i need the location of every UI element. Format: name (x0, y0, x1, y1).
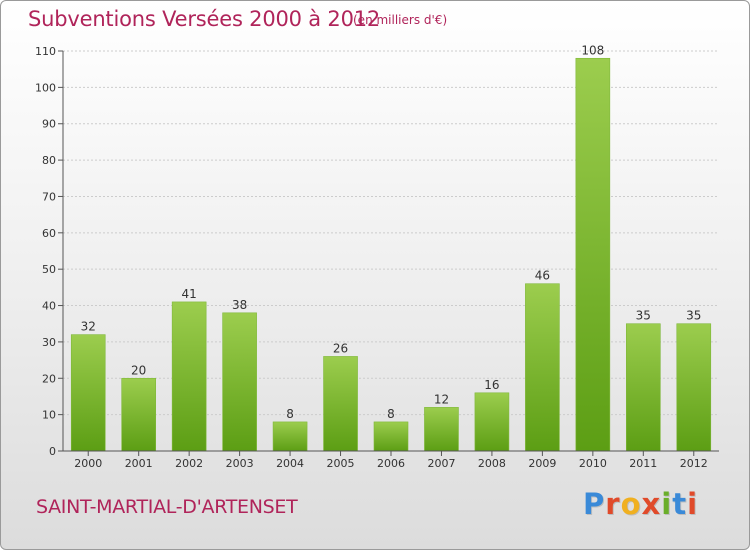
bar-2001 (121, 377, 156, 452)
x-tick-label-2009: 2009 (528, 457, 556, 470)
logo-letter: t (672, 487, 688, 521)
data-label-2008: 16 (484, 378, 499, 392)
y-tick-label: 10 (42, 409, 56, 422)
x-tick-label-2011: 2011 (629, 457, 657, 470)
y-tick-label: 100 (35, 81, 56, 94)
data-label-2001: 20 (131, 363, 146, 377)
data-label-2002: 41 (182, 287, 197, 301)
grid-lines (63, 50, 719, 416)
x-tick-label-2012: 2012 (680, 457, 708, 470)
bar-2005 (323, 356, 358, 452)
y-tick-label: 40 (42, 300, 56, 313)
data-label-2009: 46 (535, 269, 550, 283)
x-tick-label-2003: 2003 (226, 457, 254, 470)
x-tick-label-2001: 2001 (125, 457, 153, 470)
data-label-2003: 38 (232, 298, 247, 312)
bar-2009 (525, 283, 560, 452)
x-tick-label-2010: 2010 (579, 457, 607, 470)
bar-2000 (70, 334, 106, 452)
x-tick-label-2008: 2008 (478, 457, 506, 470)
bar-2010 (575, 57, 611, 452)
x-tick-label-2006: 2006 (377, 457, 405, 470)
y-tick-label: 110 (35, 45, 56, 58)
x-tick-label-2002: 2002 (175, 457, 203, 470)
proxiti-logo: Proxiti (583, 487, 698, 521)
data-label-2004: 8 (286, 407, 294, 421)
bar-2007 (424, 407, 459, 452)
bar-2012 (676, 323, 712, 452)
data-label-2012: 35 (686, 309, 701, 323)
y-tick-label: 20 (42, 372, 56, 385)
data-label-2005: 26 (333, 341, 348, 355)
data-label-2011: 35 (636, 309, 651, 323)
chart-title: Subventions Versées 2000 à 2012 (28, 7, 381, 31)
logo-letter: P (583, 487, 606, 521)
x-tick-label-2004: 2004 (276, 457, 304, 470)
logo-letter: x (641, 487, 662, 521)
unit-label: (en milliers d'€) (353, 13, 448, 27)
x-tick-label-2005: 2005 (327, 457, 355, 470)
y-tick-label: 60 (42, 227, 56, 240)
data-label-2006: 8 (387, 407, 395, 421)
axes (62, 51, 719, 452)
bar-2003 (222, 312, 257, 452)
x-tick-label-2000: 2000 (74, 457, 102, 470)
y-tick-label: 70 (42, 190, 56, 203)
logo-letter: i (661, 487, 673, 521)
logo-letter: o (620, 487, 642, 521)
bar-2002 (171, 301, 207, 452)
x-axis-ticks: 2000 2001 2002 2003 2004 2005 2006 2007 2008 2009… (74, 451, 708, 470)
bar-2008 (474, 392, 510, 452)
data-labels: 32 20 41 38 8 26 8 12 16 46 108 35 35 (81, 43, 702, 421)
y-tick-label: 80 (42, 154, 56, 167)
bar-2006 (373, 421, 409, 452)
bar-2011 (626, 323, 661, 452)
y-tick-label: 90 (42, 118, 56, 131)
city-name: SAINT-MARTIAL-D'ARTENSET (36, 496, 298, 518)
logo-letter: r (605, 487, 621, 521)
y-tick-label: 50 (42, 263, 56, 276)
data-label-2007: 12 (434, 392, 449, 406)
bar-2004 (272, 421, 308, 452)
data-label-2000: 32 (81, 320, 96, 334)
x-tick-label-2007: 2007 (427, 457, 455, 470)
bars (70, 57, 712, 452)
logo-letter: i (687, 487, 699, 521)
y-axis-ticks: 0 10 20 30 40 50 60 70 80 90 100 110 (35, 45, 63, 458)
y-tick-label: 0 (49, 445, 56, 458)
data-label-2010: 108 (581, 43, 604, 57)
y-tick-label: 30 (42, 336, 56, 349)
